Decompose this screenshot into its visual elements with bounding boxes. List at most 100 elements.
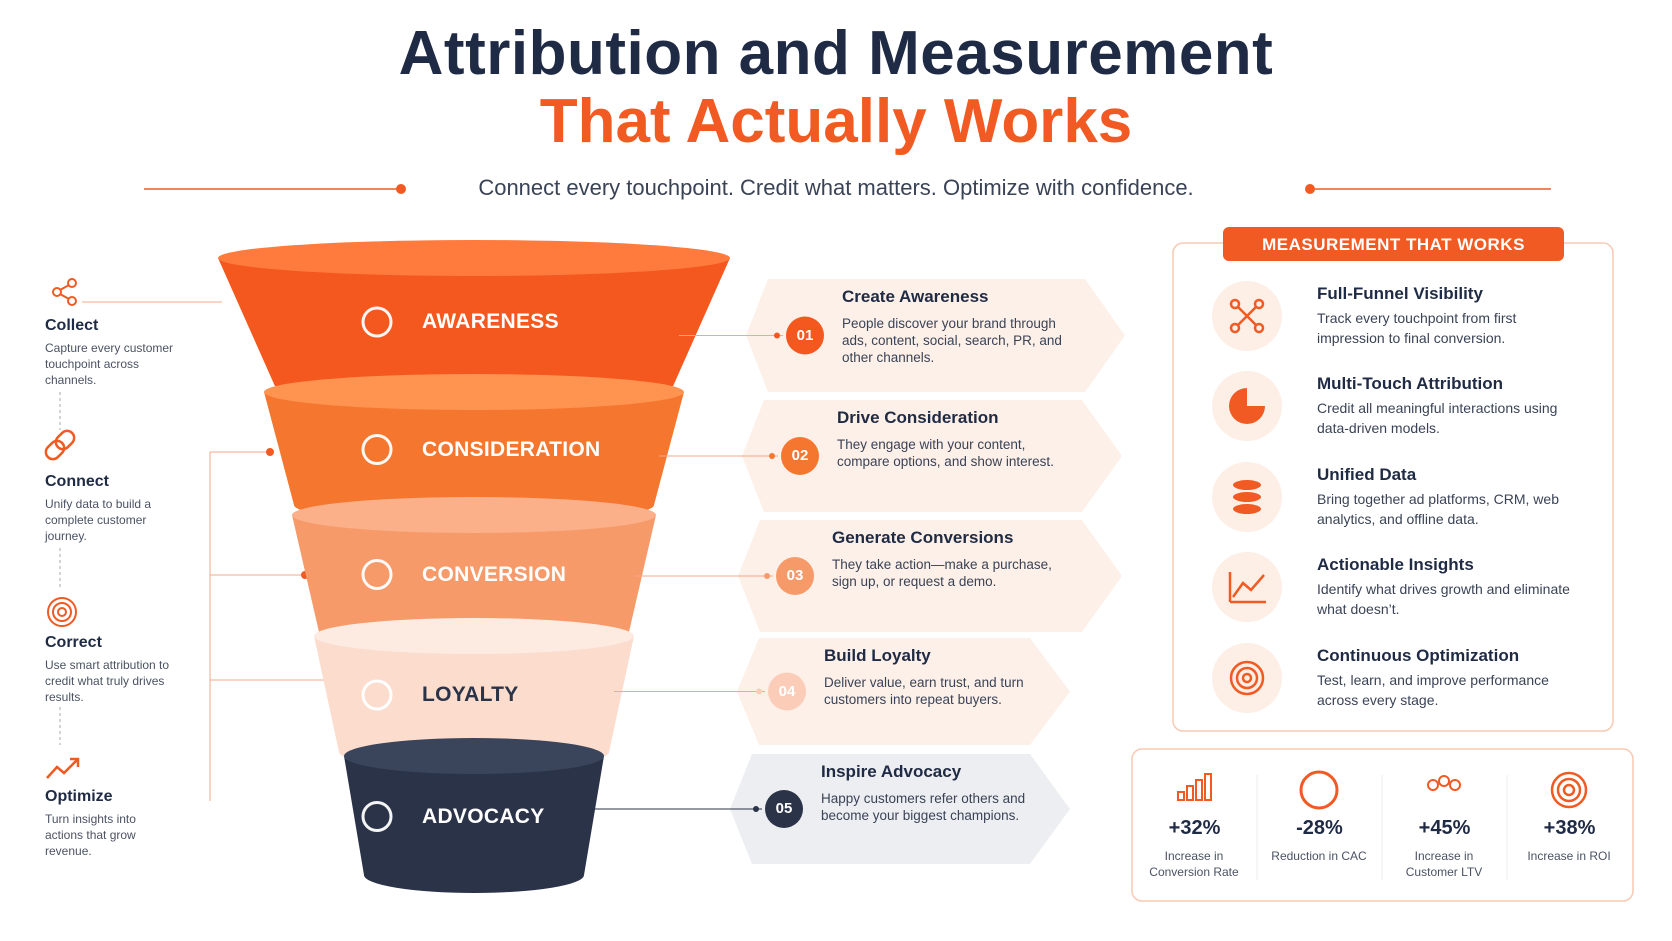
- funnel-layer: [218, 258, 730, 402]
- number-badge: [765, 790, 803, 828]
- connector-dot: [769, 453, 775, 459]
- card: [738, 520, 1122, 632]
- item-description: Track every touchpoint from first impres…: [1317, 310, 1517, 346]
- stat-value: +32%: [1168, 817, 1221, 839]
- icon: [59, 284, 70, 300]
- stage-title: Drive Consideration: [837, 408, 999, 427]
- stage-number: 01: [796, 326, 814, 344]
- stat-label: Increase in Customer LTV: [1405, 849, 1483, 879]
- number-badge: [776, 557, 814, 595]
- icon: [67, 278, 77, 288]
- stage-label: CONSIDERATION: [422, 437, 601, 461]
- stat-icon: [1177, 791, 1185, 801]
- icon: [57, 607, 67, 617]
- stage-description: People discover your brand through ads, …: [842, 316, 1062, 365]
- stage-description: They take action—make a purchase, sign u…: [832, 557, 1052, 589]
- stage-title: Generate Conversions: [832, 528, 1014, 547]
- subtitle: Connect every touchpoint. Credit what ma…: [478, 175, 1194, 200]
- item-icon: [1253, 322, 1265, 334]
- item-icon: [1229, 660, 1265, 696]
- stat-label: Reduction in CAC: [1271, 849, 1367, 863]
- connector-dot: [753, 806, 759, 812]
- step-description: Capture every customer touchpoint across…: [45, 341, 174, 387]
- dot: [266, 448, 274, 456]
- stage-icon: [361, 801, 393, 832]
- item-title: Continuous Optimization: [1317, 646, 1520, 665]
- connector-dot: [774, 332, 780, 339]
- stage-label: CONVERSION: [422, 562, 567, 586]
- step-description: Use smart attribution to credit what tru…: [45, 658, 170, 704]
- item-description: Test, learn, and improve performance acr…: [1317, 672, 1549, 708]
- number-badge: [786, 316, 824, 355]
- funnel-top: [218, 240, 730, 276]
- stage-icon: [361, 559, 393, 590]
- stage-number: 02: [791, 447, 809, 464]
- stat-icon: [1562, 783, 1576, 797]
- item-title: Unified Data: [1317, 465, 1417, 484]
- stage-icon: [361, 434, 393, 465]
- stat-label: Increase in Conversion Rate: [1149, 849, 1239, 879]
- funnel-top: [292, 497, 656, 533]
- icon: [46, 757, 80, 779]
- item-icon: [1231, 478, 1263, 492]
- icon: [67, 296, 77, 306]
- icon: [52, 287, 62, 297]
- connector-dot: [756, 688, 762, 695]
- stage-label: LOYALTY: [422, 683, 519, 706]
- icon: [52, 602, 72, 622]
- stat-icon: [1427, 779, 1439, 791]
- connector-dot: [764, 573, 770, 579]
- stage-label: ADVOCACY: [422, 804, 545, 828]
- stage-title: Build Loyalty: [824, 646, 931, 665]
- stat-icon: [1438, 775, 1450, 787]
- stage-icon: [361, 306, 393, 338]
- stage-description: They engage with your content, compare o…: [837, 437, 1054, 469]
- item-icon: [1228, 572, 1266, 604]
- card: [737, 638, 1070, 745]
- step-label: Correct: [45, 634, 102, 651]
- funnel-layer: [314, 636, 634, 770]
- stage-number: 05: [775, 800, 793, 817]
- rule-dot: [396, 184, 406, 194]
- item-title: Full-Funnel Visibility: [1317, 284, 1483, 303]
- stat-label: Increase in ROI: [1527, 849, 1611, 863]
- stat-value: -28%: [1296, 817, 1343, 839]
- step-description: Turn insights into actions that grow rev…: [45, 812, 136, 858]
- stat-icon: [1195, 779, 1203, 801]
- stat-icon: [1556, 777, 1582, 803]
- item-icon: [1253, 298, 1265, 310]
- stat-value: +45%: [1418, 817, 1471, 839]
- number-badge: [768, 672, 806, 711]
- card: [742, 400, 1122, 512]
- item-icon: [1231, 502, 1263, 516]
- item-icon: [1229, 388, 1265, 424]
- step-label: Optimize: [45, 788, 113, 805]
- funnel-top: [344, 738, 604, 774]
- stat-icon: [1550, 771, 1588, 809]
- icon: [44, 439, 66, 461]
- item-icon: [1229, 298, 1241, 310]
- stage-number: 03: [786, 567, 804, 584]
- stage-title: Create Awareness: [842, 287, 989, 306]
- stage-number: 04: [778, 682, 796, 700]
- stage-label: AWARENESS: [422, 310, 559, 333]
- stat-icon: [1449, 779, 1461, 791]
- icon: [47, 597, 77, 627]
- stage-description: Happy customers refer others and become …: [821, 791, 1026, 823]
- funnel-layer: [292, 515, 656, 650]
- card: [730, 754, 1070, 864]
- number-badge: [781, 437, 819, 475]
- item-description: Bring together ad platforms, CRM, web an…: [1317, 491, 1559, 527]
- funnel-layer: [344, 756, 604, 893]
- step-label: Collect: [45, 317, 99, 334]
- item-icon: [1231, 490, 1263, 504]
- stage-title: Inspire Advocacy: [821, 762, 962, 781]
- item-description: Identify what drives growth and eliminat…: [1317, 581, 1570, 617]
- stat-icon: [1299, 770, 1339, 810]
- title-accent: That Actually Works: [539, 87, 1133, 156]
- stage-icon: [361, 679, 393, 711]
- title: Attribution and Measurement: [398, 19, 1274, 88]
- stat-icon: [1186, 785, 1194, 801]
